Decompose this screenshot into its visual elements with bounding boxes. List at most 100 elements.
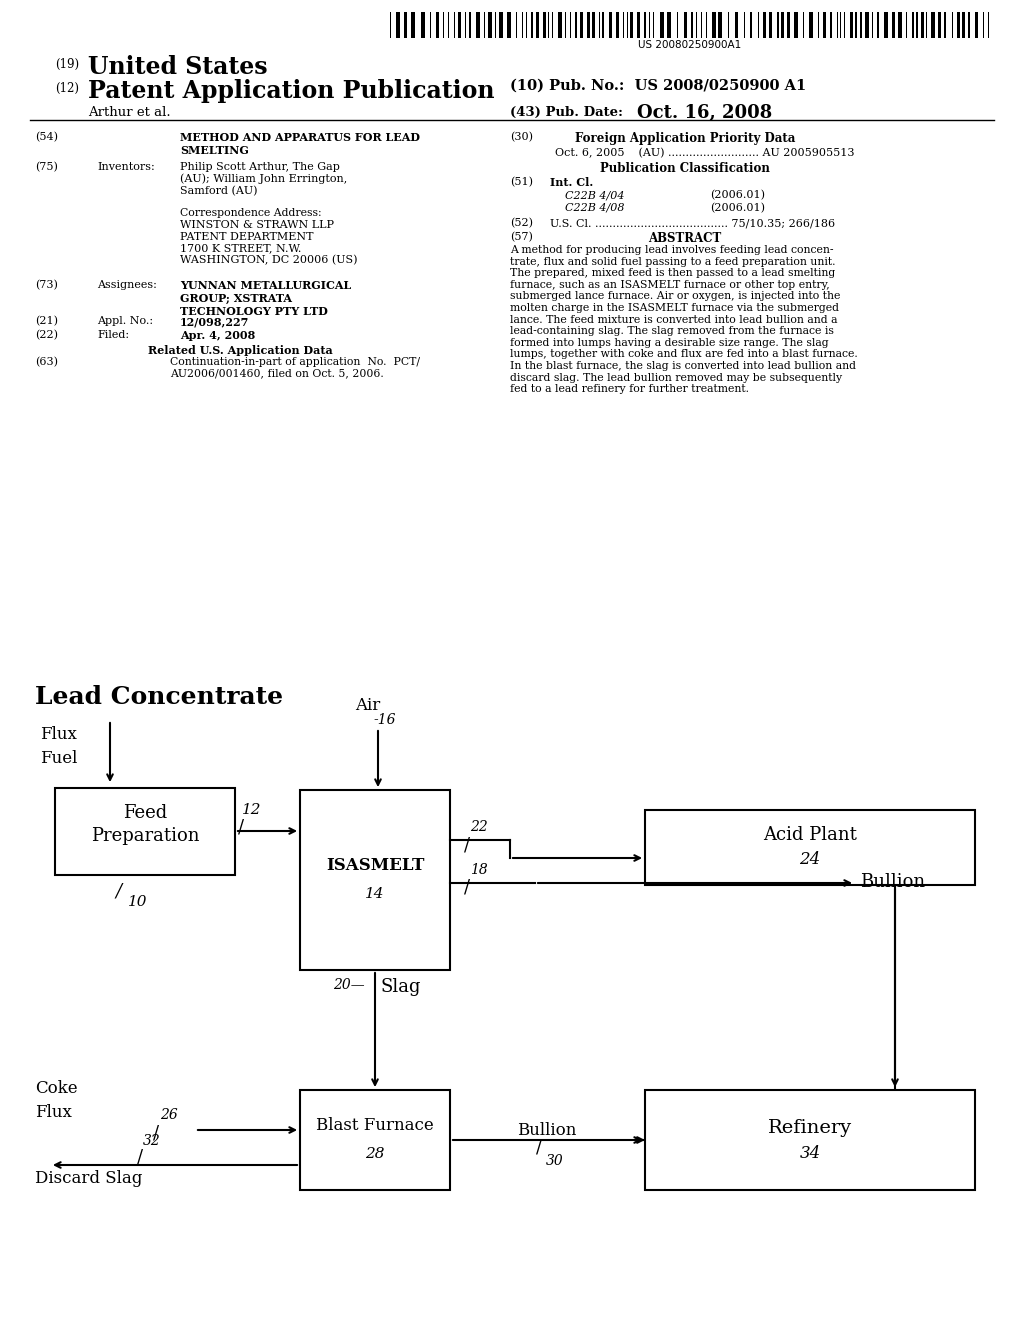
Bar xyxy=(300,1090,450,1191)
Text: U.S. Cl. ...................................... 75/10.35; 266/186: U.S. Cl. ...............................… xyxy=(550,218,836,228)
Bar xyxy=(300,789,450,970)
Bar xyxy=(637,12,640,38)
Bar xyxy=(412,12,416,38)
Bar xyxy=(777,12,778,38)
Bar xyxy=(735,12,738,38)
Text: Blast Furnace: Blast Furnace xyxy=(316,1118,434,1134)
Bar xyxy=(587,12,590,38)
Bar xyxy=(795,12,799,38)
Bar xyxy=(631,12,634,38)
Bar xyxy=(558,12,562,38)
Text: (43) Pub. Date:: (43) Pub. Date: xyxy=(510,106,623,119)
Bar xyxy=(454,12,456,38)
Bar xyxy=(719,12,722,38)
Bar xyxy=(951,12,953,38)
Text: (75): (75) xyxy=(35,162,58,173)
Bar xyxy=(944,12,946,38)
Bar xyxy=(728,12,729,38)
Text: Bullion: Bullion xyxy=(517,1122,577,1139)
Bar xyxy=(750,12,753,38)
Text: (22): (22) xyxy=(35,330,58,341)
Bar xyxy=(769,12,772,38)
Bar xyxy=(544,12,546,38)
Text: (63): (63) xyxy=(35,356,58,367)
Bar xyxy=(764,12,766,38)
Text: Oct. 16, 2008: Oct. 16, 2008 xyxy=(637,104,772,121)
Text: C22B 4/04: C22B 4/04 xyxy=(565,190,625,201)
Text: C22B 4/08: C22B 4/08 xyxy=(565,203,625,213)
Text: (51): (51) xyxy=(510,177,534,187)
Bar xyxy=(436,12,439,38)
Bar xyxy=(898,12,902,38)
Bar xyxy=(957,12,959,38)
Bar xyxy=(878,12,879,38)
Text: ISASMELT: ISASMELT xyxy=(326,858,424,874)
Text: /: / xyxy=(153,1125,159,1142)
Text: /: / xyxy=(115,883,121,902)
Text: 26: 26 xyxy=(160,1107,178,1122)
Bar xyxy=(667,12,671,38)
Text: Acid Plant: Acid Plant xyxy=(763,826,857,843)
Bar xyxy=(706,12,708,38)
Text: (54): (54) xyxy=(35,132,58,143)
Bar xyxy=(743,12,745,38)
Bar xyxy=(645,810,975,884)
Text: Preparation: Preparation xyxy=(91,828,200,845)
Text: /: / xyxy=(464,879,470,898)
Text: /: / xyxy=(536,1139,542,1158)
Text: 30: 30 xyxy=(546,1154,564,1168)
Text: US 20080250900A1: US 20080250900A1 xyxy=(638,40,741,50)
Bar xyxy=(885,12,889,38)
Bar xyxy=(530,12,534,38)
Text: (30): (30) xyxy=(510,132,534,143)
Bar xyxy=(660,12,664,38)
Text: (2006.01): (2006.01) xyxy=(710,203,765,214)
Text: Slag: Slag xyxy=(380,978,421,997)
Bar xyxy=(469,12,471,38)
Bar xyxy=(938,12,941,38)
Bar xyxy=(963,12,966,38)
Text: Bullion: Bullion xyxy=(860,873,925,891)
Text: WINSTON & STRAWN LLP
PATENT DEPARTMENT
1700 K STREET, N.W.
WASHINGTON, DC 20006 : WINSTON & STRAWN LLP PATENT DEPARTMENT 1… xyxy=(180,220,357,265)
Text: Feed: Feed xyxy=(123,804,167,822)
Text: 34: 34 xyxy=(800,1146,820,1163)
Bar xyxy=(404,12,408,38)
Text: (57): (57) xyxy=(510,232,532,243)
Text: Foreign Application Priority Data: Foreign Application Priority Data xyxy=(574,132,796,145)
Bar xyxy=(823,12,826,38)
Bar xyxy=(931,12,935,38)
Text: Publication Classification: Publication Classification xyxy=(600,162,770,176)
Bar xyxy=(644,12,646,38)
Bar xyxy=(645,1090,975,1191)
Text: METHOD AND APPARATUS FOR LEAD
SMELTING: METHOD AND APPARATUS FOR LEAD SMELTING xyxy=(180,132,420,156)
Text: Continuation-in-part of application  No.  PCT/
AU2006/001460, filed on Oct. 5, 2: Continuation-in-part of application No. … xyxy=(170,356,420,379)
Bar xyxy=(608,12,611,38)
Text: 10: 10 xyxy=(128,895,147,909)
Text: A method for producing lead involves feeding lead concen-
trate, flux and solid : A method for producing lead involves fee… xyxy=(510,246,858,395)
Text: Int. Cl.: Int. Cl. xyxy=(550,177,593,187)
Text: Coke: Coke xyxy=(35,1080,78,1097)
Text: Assignees:: Assignees: xyxy=(97,280,157,290)
Text: -16: -16 xyxy=(373,713,395,727)
Text: (19): (19) xyxy=(55,58,79,71)
Text: Philip Scott Arthur, The Gap
(AU); William John Errington,
Samford (AU): Philip Scott Arthur, The Gap (AU); Willi… xyxy=(180,162,347,197)
Text: 14: 14 xyxy=(366,887,385,902)
Bar xyxy=(684,12,687,38)
Text: Apr. 4, 2008: Apr. 4, 2008 xyxy=(180,330,255,341)
Text: 22: 22 xyxy=(470,820,487,834)
Text: Filed:: Filed: xyxy=(97,330,129,341)
Bar xyxy=(488,12,492,38)
Bar xyxy=(537,12,539,38)
Bar xyxy=(976,12,978,38)
Bar xyxy=(649,12,650,38)
Bar xyxy=(458,12,461,38)
Bar xyxy=(758,12,760,38)
Text: Lead Concentrate: Lead Concentrate xyxy=(35,685,283,709)
Bar xyxy=(421,12,425,38)
Text: (12): (12) xyxy=(55,82,79,95)
Text: 12/098,227: 12/098,227 xyxy=(180,315,250,327)
Text: United States: United States xyxy=(88,55,267,79)
Text: (21): (21) xyxy=(35,315,58,326)
Text: (73): (73) xyxy=(35,280,58,290)
Bar xyxy=(55,788,234,875)
